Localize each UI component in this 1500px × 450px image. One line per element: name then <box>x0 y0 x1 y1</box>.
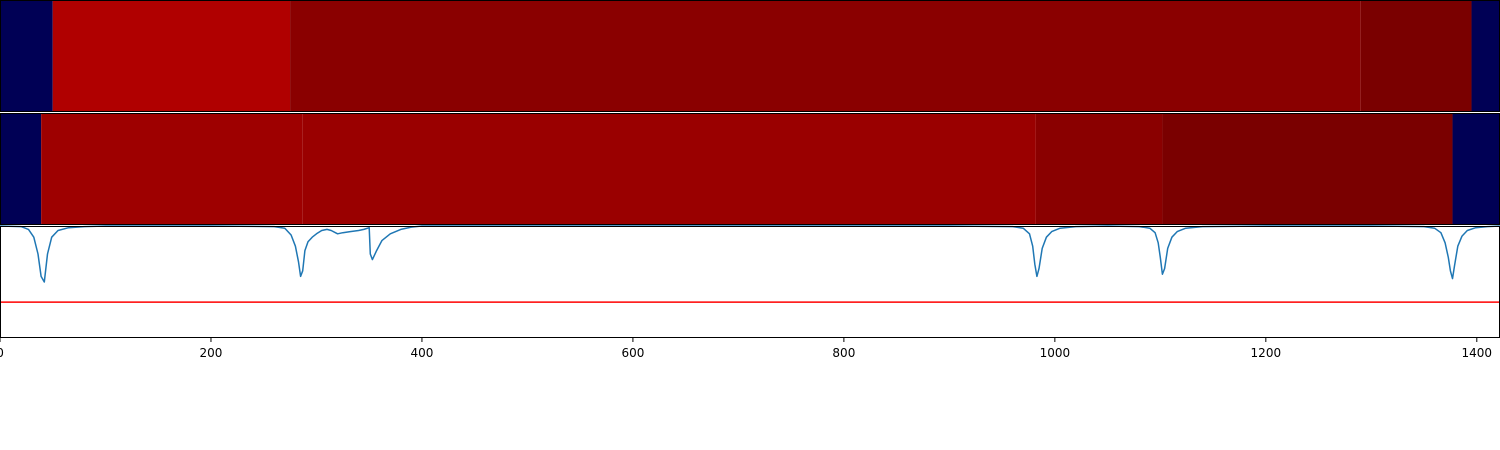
x-tick-label: 1200 <box>1251 346 1282 360</box>
x-tick-label: 0 <box>0 346 4 360</box>
heatmap-segment <box>302 113 1036 225</box>
heatmap-segment <box>1360 0 1472 112</box>
x-axis: 0 200 400 600 800 1000 1200 1400 <box>0 338 1492 360</box>
heatmap-segment <box>41 113 303 225</box>
heatmap-panel-top <box>0 0 1500 112</box>
x-tick-label: 1000 <box>1040 346 1071 360</box>
x-tick-label: 600 <box>621 346 644 360</box>
heatmap-segment <box>1471 0 1500 112</box>
heatmap-segment <box>0 113 42 225</box>
line-panel-bottom <box>0 225 1500 338</box>
heatmap-panel-middle <box>0 113 1500 225</box>
x-tick-label: 200 <box>200 346 223 360</box>
panel-frame <box>0 226 1500 338</box>
heatmap-segment <box>52 0 291 112</box>
heatmap-segment <box>290 0 1361 112</box>
series-line <box>0 225 1500 283</box>
x-tick-label: 1400 <box>1462 346 1493 360</box>
heatmap-segment <box>0 0 53 112</box>
heatmap-segment <box>1452 113 1500 225</box>
x-tick-label: 800 <box>832 346 855 360</box>
x-tick-label: 400 <box>410 346 433 360</box>
heatmap-segment <box>1162 113 1453 225</box>
heatmap-segment <box>1035 113 1163 225</box>
